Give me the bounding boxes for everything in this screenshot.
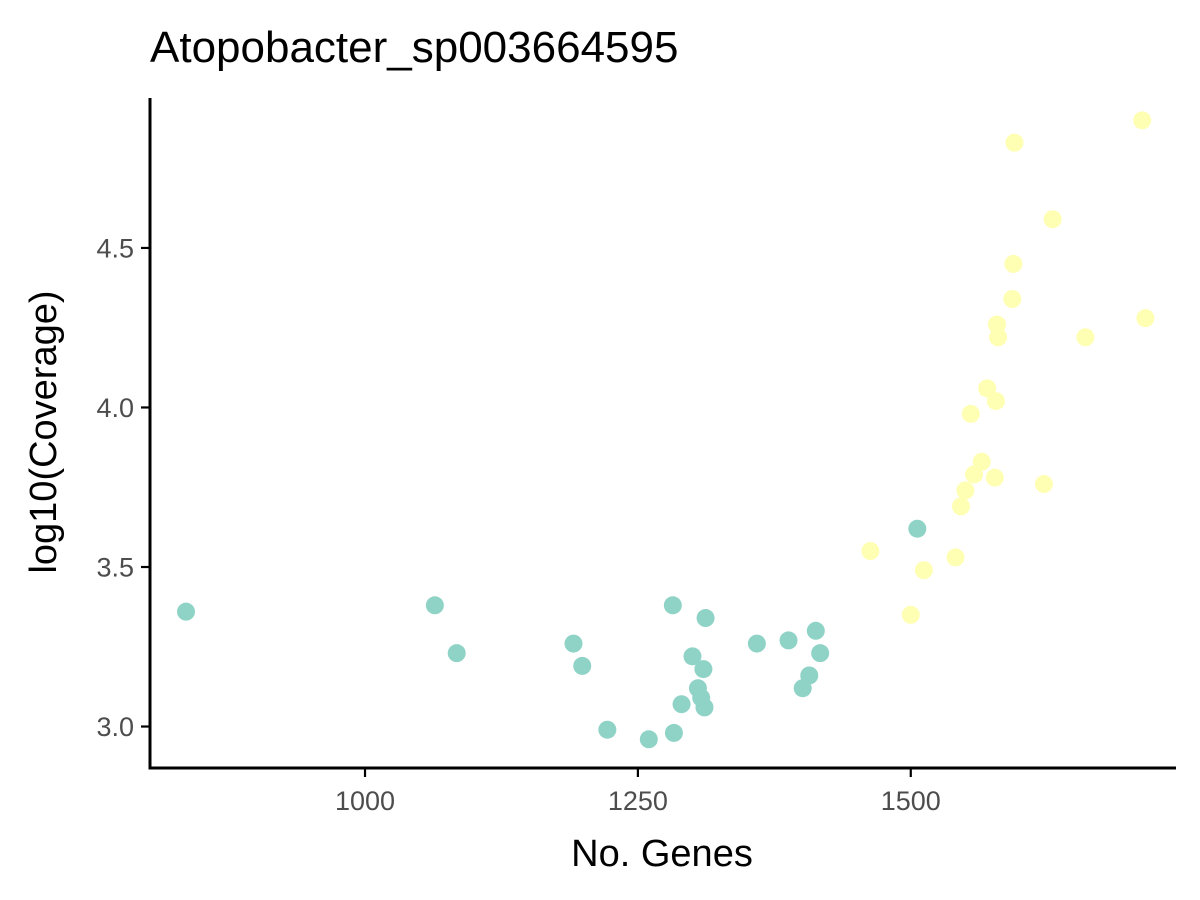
data-point-series-2	[1034, 475, 1053, 494]
data-point-series-2	[985, 468, 1004, 487]
data-point-series-2	[956, 481, 975, 500]
data-point-series-1	[696, 609, 715, 628]
data-point-series-2	[1136, 309, 1155, 328]
data-point-series-1	[664, 723, 683, 742]
data-point-series-1	[694, 660, 713, 679]
x-tick-label: 1000	[335, 786, 395, 816]
data-point-series-1	[425, 596, 444, 615]
x-axis-ticks: 1000 1250 1500	[335, 768, 941, 816]
data-point-series-2	[1005, 133, 1024, 152]
data-point-series-1	[683, 647, 702, 666]
data-point-series-2	[861, 542, 880, 561]
chart-title: Atopobacter_sp003664595	[150, 23, 678, 72]
data-point-series-2	[946, 548, 965, 567]
x-tick-label: 1500	[881, 786, 941, 816]
data-point-series-1	[598, 720, 617, 739]
data-point-series-1	[639, 730, 658, 749]
data-point-series-2	[972, 452, 991, 471]
data-point-series-1	[177, 602, 196, 621]
data-point-series-2	[978, 379, 997, 398]
data-point-series-1	[811, 644, 830, 663]
data-point-series-2	[1004, 254, 1023, 273]
data-point-series-2	[914, 561, 933, 580]
data-point-series-2	[901, 605, 920, 624]
data-point-series-2	[1043, 210, 1062, 229]
y-tick-label: 4.0	[96, 393, 134, 423]
data-point-series-2	[986, 392, 1005, 411]
data-point-series-1	[672, 695, 691, 714]
x-tick-label: 1250	[608, 786, 668, 816]
data-point-series-2	[1076, 328, 1095, 347]
data-point-series-1	[908, 519, 927, 538]
data-point-series-1	[747, 634, 766, 653]
y-axis-ticks: 3.0 3.5 4.0 4.5	[96, 233, 150, 742]
data-point-series-2	[951, 497, 970, 516]
points-layer	[177, 111, 1155, 749]
x-axis-title: No. Genes	[571, 833, 753, 875]
y-axis-title: log10(Coverage)	[23, 290, 65, 573]
data-point-series-1	[573, 656, 592, 675]
data-point-series-2	[989, 328, 1008, 347]
data-point-series-2	[1133, 111, 1152, 130]
data-point-series-1	[800, 666, 819, 685]
data-point-series-2	[1003, 290, 1022, 308]
data-point-series-1	[564, 634, 583, 653]
data-point-series-1	[663, 596, 682, 615]
data-point-series-1	[447, 644, 466, 663]
data-point-series-1	[695, 698, 714, 717]
y-tick-label: 3.5	[96, 553, 134, 583]
data-point-series-1	[806, 621, 825, 640]
y-tick-label: 4.5	[96, 233, 134, 263]
data-point-series-1	[779, 631, 798, 650]
y-tick-label: 3.0	[96, 712, 134, 742]
data-point-series-2	[961, 404, 980, 423]
